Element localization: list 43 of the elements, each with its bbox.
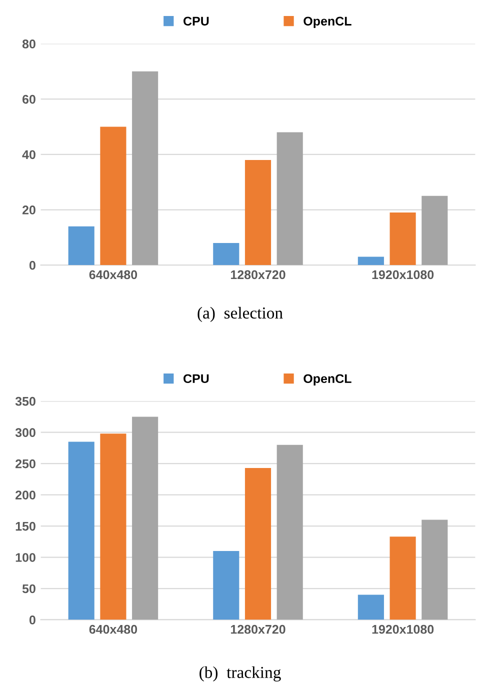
bar [422, 520, 448, 620]
bar [100, 434, 126, 620]
bar [68, 226, 94, 266]
bar [244, 468, 272, 620]
bar [213, 242, 240, 266]
bar [276, 444, 303, 620]
x-tick-label: 1920x1080 [372, 624, 434, 634]
y-tick-label: 50 [22, 584, 36, 594]
x-tick-label: 1280x720 [230, 270, 286, 280]
bar [132, 71, 158, 266]
y-tick-label: 60 [22, 94, 36, 104]
bar [132, 416, 158, 620]
y-tick-label: 20 [22, 206, 36, 214]
bar [422, 196, 448, 266]
y-tick-label: 80 [22, 40, 36, 48]
bar [358, 256, 384, 266]
bar [390, 536, 416, 620]
y-tick-label: 100 [16, 553, 36, 562]
legend-label: OpenCL [304, 374, 352, 386]
y-tick-label: 350 [15, 396, 36, 406]
x-tick-label: 1280x720 [230, 624, 286, 634]
text: (a) selection [198, 306, 283, 322]
bar [213, 551, 240, 620]
bar [100, 126, 126, 266]
y-tick-label: 0 [29, 260, 36, 270]
y-tick-label: 300 [15, 428, 36, 438]
text: (b) tracking [200, 666, 281, 682]
y-tick-label: 150 [16, 522, 36, 531]
legend-label: CPU [184, 16, 209, 26]
legend-label: CPU [184, 374, 209, 384]
bar [358, 594, 384, 620]
y-tick-label: 40 [22, 150, 36, 160]
y-tick-label: 250 [16, 459, 36, 468]
y-tick-label: 200 [16, 490, 36, 500]
legend-label: OpenCL [304, 16, 352, 28]
bar [244, 160, 272, 266]
x-tick-label: 640x480 [89, 270, 138, 280]
bar [390, 212, 416, 266]
y-tick-label: 0 [29, 616, 36, 624]
bar [276, 132, 303, 266]
x-tick-label: 1920x1080 [372, 270, 434, 280]
x-tick-label: 640x480 [89, 624, 138, 634]
bar [68, 442, 94, 620]
